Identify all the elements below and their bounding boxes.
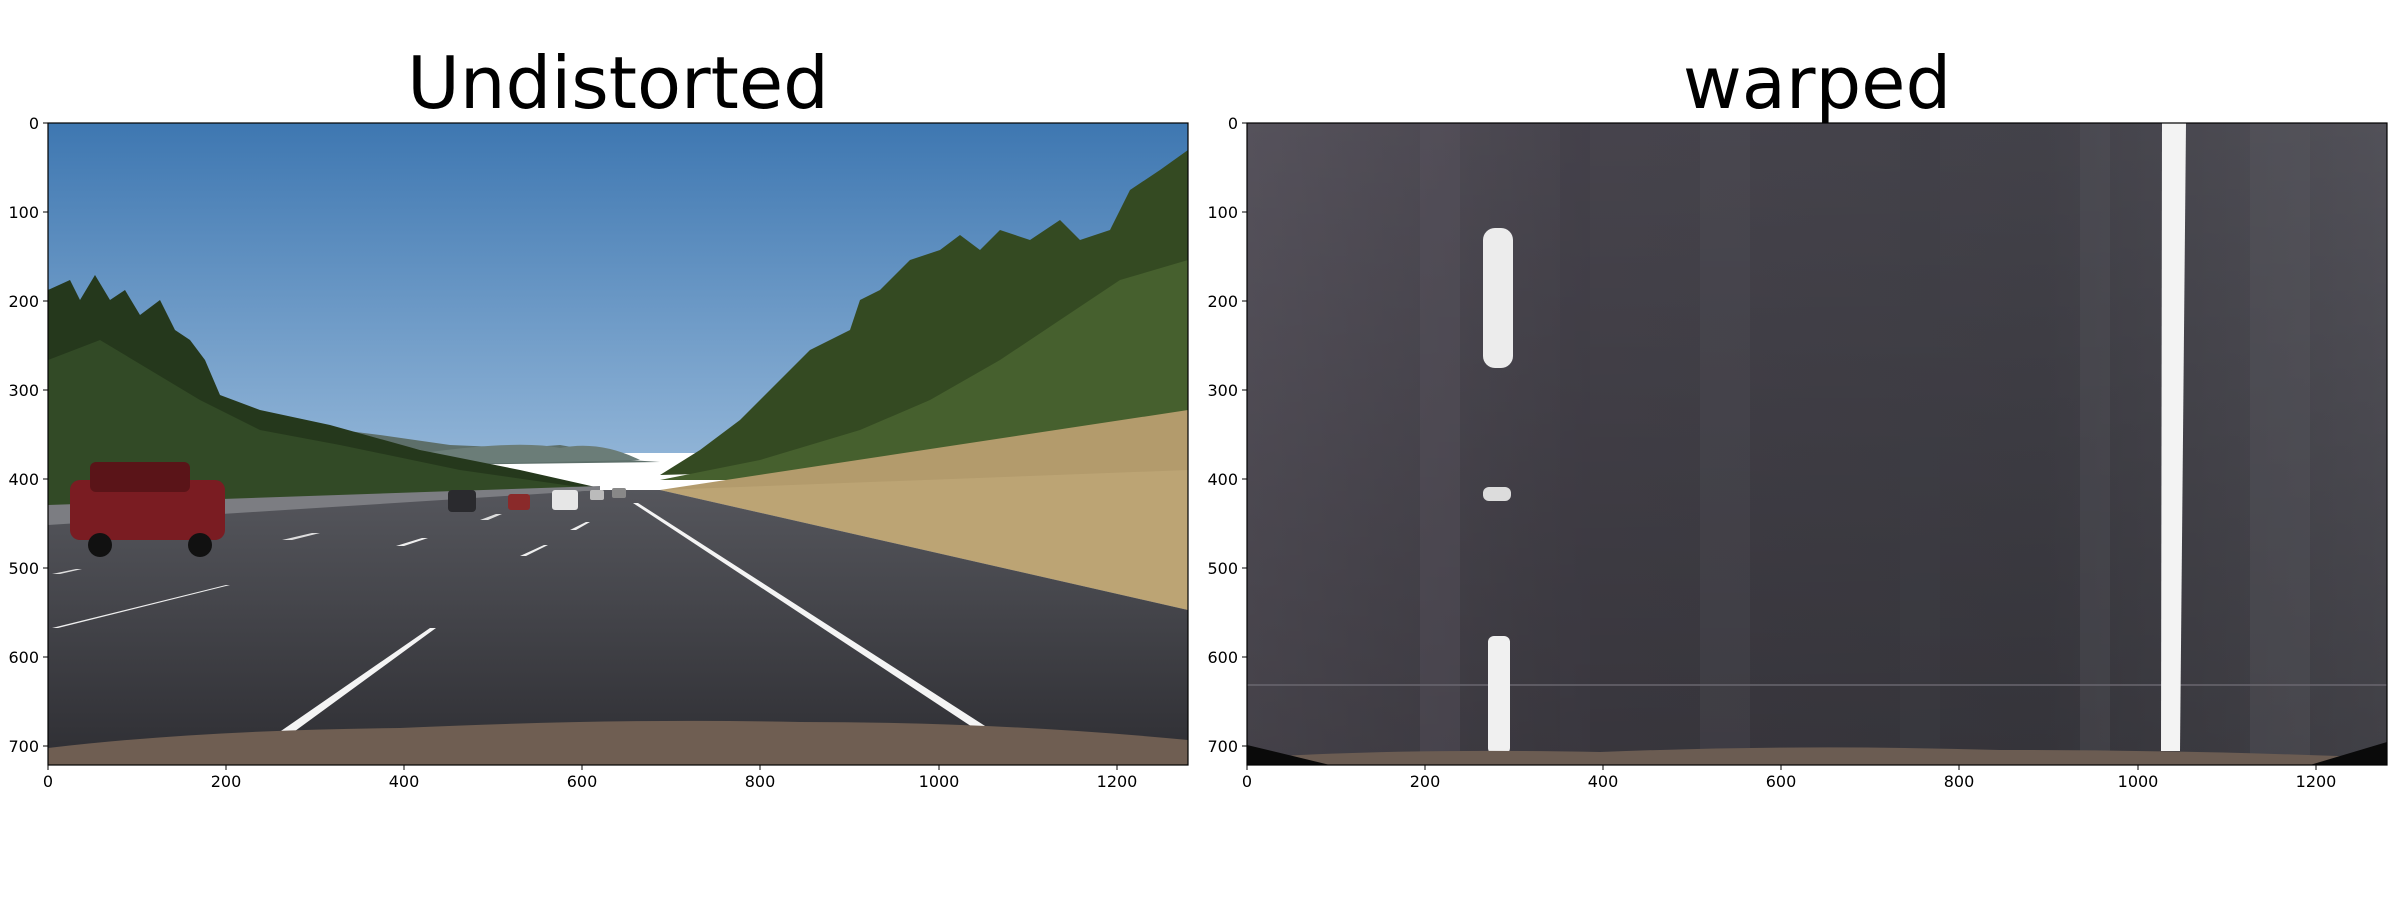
x-tick-label: 600 [1766,772,1797,791]
x-tick-label: 800 [1944,772,1975,791]
y-tick-label: 0 [29,114,39,133]
x-tick-label: 600 [567,772,598,791]
y-tick-label: 400 [1207,470,1238,489]
y-tick-label: 100 [8,203,39,222]
x-tick-label: 0 [43,772,53,791]
y-tick-label: 200 [1207,292,1238,311]
undistorted-title: Undistorted [407,41,829,125]
x-tick-label: 200 [211,772,242,791]
y-tick-label: 500 [1207,559,1238,578]
y-tick-label: 300 [8,381,39,400]
y-tick-label: 700 [8,737,39,756]
x-tick-label: 1000 [919,772,960,791]
x-tick-label: 400 [1588,772,1619,791]
warped-panel: warped [1207,41,2388,791]
x-tick-label: 0 [1242,772,1252,791]
x-tick-label: 1200 [1097,772,1138,791]
y-tick-label: 600 [8,648,39,667]
warped-axes-frame [1246,122,2388,766]
x-tick-label: 800 [745,772,776,791]
y-tick-label: 600 [1207,648,1238,667]
undistorted-y-ticks: 0 100 200 300 400 500 600 700 [8,114,48,756]
left-lane-dash [1483,228,1513,368]
undistorted-image [48,123,1188,765]
y-tick-label: 100 [1207,203,1238,222]
warped-x-ticks: 0 200 400 600 800 1000 1200 [1242,765,2336,791]
y-tick-label: 700 [1207,737,1238,756]
warped-y-ticks: 0 100 200 300 400 500 600 700 [1207,114,1247,756]
x-tick-label: 1200 [2296,772,2337,791]
undistorted-x-ticks: 0 200 400 600 800 1000 1200 [43,765,1137,791]
warped-title: warped [1683,41,1951,125]
y-tick-label: 200 [8,292,39,311]
x-tick-label: 400 [389,772,420,791]
y-tick-label: 0 [1228,114,1238,133]
undistorted-axes-frame [47,122,1189,766]
y-tick-label: 300 [1207,381,1238,400]
right-lane-line [2161,123,2186,751]
y-tick-label: 400 [8,470,39,489]
y-tick-label: 500 [8,559,39,578]
undistorted-panel: Undistorted [8,41,1189,791]
x-tick-label: 1000 [2118,772,2159,791]
red-car [70,462,225,557]
warped-image [1247,123,2387,765]
x-tick-label: 200 [1410,772,1441,791]
